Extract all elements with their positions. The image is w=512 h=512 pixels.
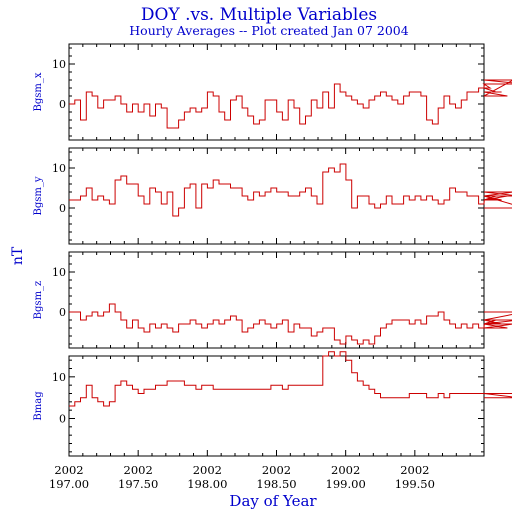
chart-title: DOY .vs. Multiple Variables xyxy=(141,5,377,25)
x-tick-year-label: 2002 xyxy=(262,463,291,477)
y-tick-label: 10 xyxy=(52,162,66,175)
panel-frame xyxy=(68,43,485,141)
x-tick-doy-label: 198.00 xyxy=(187,477,227,491)
x-tick-year-label: 2002 xyxy=(193,463,222,477)
x-axis: 2002197.002002197.502002198.002002198.50… xyxy=(49,463,435,491)
panel-bgsm-y: 0 10 Bgsm_y xyxy=(33,147,512,245)
y-axis-label: nT xyxy=(10,246,26,265)
y-tick-label: 0 xyxy=(59,413,66,426)
x-tick-year-label: 2002 xyxy=(400,463,429,477)
panel-bgsm-x: 0 10 Bgsm_x xyxy=(33,43,512,141)
panel-frame xyxy=(68,355,485,457)
panel-frame xyxy=(68,147,485,245)
panel-frame xyxy=(68,251,485,349)
x-tick-year-label: 2002 xyxy=(124,463,153,477)
y-tick-label: 0 xyxy=(59,306,66,319)
panel-label: Bgsm_z xyxy=(33,281,44,320)
chart-subtitle: Hourly Averages -- Plot created Jan 07 2… xyxy=(129,23,408,38)
x-tick-doy-label: 197.00 xyxy=(49,477,89,491)
x-tick-doy-label: 199.00 xyxy=(326,477,366,491)
x-tick-doy-label: 198.50 xyxy=(256,477,296,491)
panel-label: Bgsm_y xyxy=(33,176,44,215)
x-tick-year-label: 2002 xyxy=(54,463,83,477)
x-tick-doy-label: 199.50 xyxy=(395,477,435,491)
panel-label: Bmag xyxy=(33,391,44,421)
panel-label: Bgsm_x xyxy=(33,72,44,111)
panel-bgsm-z: 0 10 Bgsm_z xyxy=(33,251,512,349)
y-tick-label: 0 xyxy=(59,202,66,215)
x-axis-label: Day of Year xyxy=(229,492,317,510)
y-tick-label: 10 xyxy=(52,371,66,384)
series-line-bmag xyxy=(69,351,512,407)
y-tick-label: 0 xyxy=(59,98,66,111)
x-tick-doy-label: 197.50 xyxy=(118,477,158,491)
panel-bmag: 0 10 Bmag xyxy=(33,351,512,457)
series-line-bgsm-y xyxy=(69,163,512,217)
x-tick-year-label: 2002 xyxy=(331,463,360,477)
series-line-bgsm-z xyxy=(69,303,512,345)
series-line-bgsm-x xyxy=(69,79,512,129)
panels: 0 10 Bgsm_x 0 10 Bgsm_y 0 10 Bgsm_z 0 10 Bmag xyxy=(33,43,512,457)
y-tick-label: 10 xyxy=(52,58,66,71)
y-tick-label: 10 xyxy=(52,266,66,279)
